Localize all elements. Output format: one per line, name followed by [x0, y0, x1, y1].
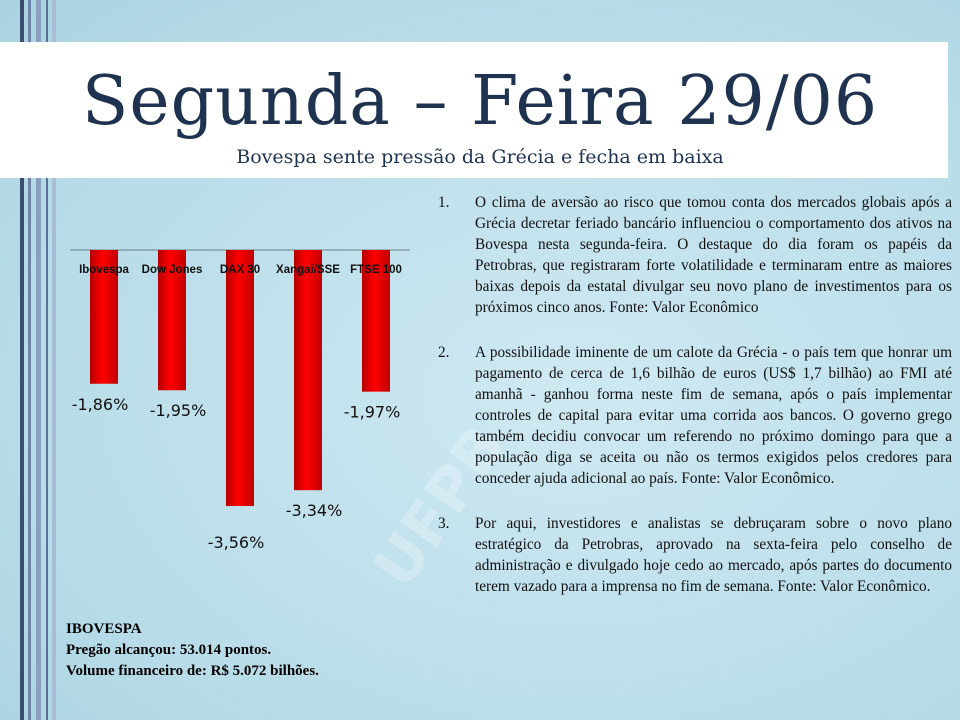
news-number: 1.	[438, 194, 450, 211]
ibovespa-volume: Volume financeiro de: R$ 5.072 bilhões.	[66, 663, 319, 679]
bar	[226, 250, 254, 506]
category-label: Xangai/SSE	[276, 264, 340, 276]
news-item: 3. Por aqui, investidores e analistas se…	[438, 513, 952, 597]
news-text: Por aqui, investidores e analistas se de…	[475, 515, 952, 595]
news-text: A possibilidade iminente de um calote da…	[475, 344, 952, 487]
data-label: -3,34%	[286, 501, 343, 520]
news-item: 1. O clima de aversão ao risco que tomou…	[438, 192, 952, 318]
news-item: 2. A possibilidade iminente de um calote…	[438, 342, 952, 489]
page-subtitle: Bovespa sente pressão da Grécia e fecha …	[236, 146, 724, 168]
ibovespa-summary: IBOVESPA Pregão alcançou: 53.014 pontos.…	[66, 619, 319, 682]
bar	[158, 250, 186, 391]
header-band	[0, 42, 948, 178]
page-title: Segunda – Feira 29/06	[81, 62, 879, 141]
ibovespa-heading: IBOVESPA	[66, 621, 142, 637]
news-number: 3.	[438, 515, 450, 532]
category-label: DAX 30	[220, 264, 260, 276]
news-number: 2.	[438, 344, 450, 361]
ibovespa-points: Pregão alcançou: 53.014 pontos.	[66, 642, 272, 658]
category-label: Dow Jones	[142, 264, 203, 276]
bar-chart: Ibovespa -1,86% Dow Jones -1,95% DAX 30 -3,56…	[70, 249, 410, 550]
bar	[294, 250, 322, 491]
news-text: O clima de aversão ao risco que tomou co…	[475, 194, 952, 316]
news-list: 1. O clima de aversão ao risco que tomou…	[438, 192, 952, 597]
data-label: -1,95%	[150, 401, 207, 420]
bar	[362, 250, 390, 392]
data-label: -1,86%	[72, 395, 129, 414]
data-label: -3,56%	[208, 533, 265, 550]
bar	[90, 250, 118, 384]
category-label: Ibovespa	[79, 264, 129, 276]
data-label: -1,97%	[344, 403, 401, 422]
category-label: FTSE 100	[350, 264, 402, 276]
